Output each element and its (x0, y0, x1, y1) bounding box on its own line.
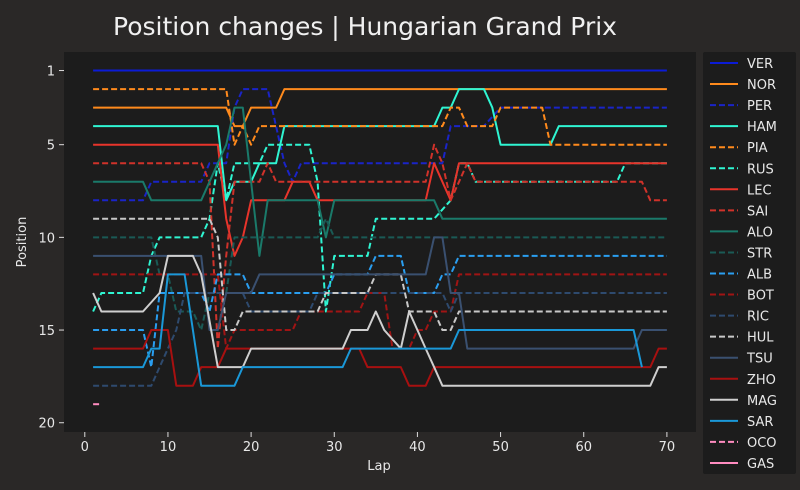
series-line-hul (93, 217, 667, 331)
series-line-alo (93, 106, 667, 257)
legend-label-tsu: TSU (746, 352, 773, 367)
x-tick-label: 10 (160, 440, 177, 455)
series-line-alb (93, 254, 667, 369)
legend-label-gas: GAS (747, 457, 774, 472)
legend-label-nor: NOR (747, 78, 776, 93)
y-tick-label: 10 (38, 231, 55, 246)
y-tick-label: 5 (47, 139, 55, 154)
legend-label-oco: OCO (747, 436, 777, 451)
y-tick-label: 1 (47, 65, 55, 80)
legend-label-alo: ALO (747, 225, 773, 240)
y-tick-label: 20 (38, 417, 55, 432)
legend-label-ric: RIC (747, 310, 769, 325)
x-tick-label: 40 (409, 440, 426, 455)
x-tick-label: 60 (575, 440, 592, 455)
legend-label-bot: BOT (747, 289, 774, 304)
legend-label-alb: ALB (747, 268, 772, 283)
legend-label-hul: HUL (747, 331, 774, 346)
x-axis-ticks: 0 10 20 30 40 50 60 70 (81, 432, 676, 455)
legend-label-ver: VER (747, 57, 773, 72)
series-line-tsu (93, 236, 667, 350)
series-line-sai (93, 143, 667, 350)
x-tick-label: 30 (326, 440, 343, 455)
legend-label-pia: PIA (747, 141, 768, 156)
legend-label-lec: LEC (747, 183, 772, 198)
legend-label-zho: ZHO (747, 373, 776, 388)
y-axis-label: Position (15, 217, 30, 268)
x-axis-label: Lap (367, 459, 390, 474)
plot-area (64, 52, 696, 432)
series-line-ham (93, 88, 667, 202)
legend-label-str: STR (747, 246, 772, 261)
legend-label-sai: SAI (747, 204, 768, 219)
x-tick-label: 70 (659, 440, 676, 455)
chart-title: Position changes | Hungarian Grand Prix (113, 12, 617, 41)
x-tick-label: 0 (81, 440, 89, 455)
legend-label-ham: HAM (747, 120, 777, 135)
legend-label-mag: MAG (747, 394, 777, 409)
series-line-nor (93, 88, 667, 128)
series-line-pia (93, 88, 667, 146)
series-layer (92, 69, 667, 406)
series-line-ric (93, 292, 667, 387)
series-line-mag (92, 254, 667, 387)
legend-label-rus: RUS (747, 162, 774, 177)
legend-label-sar: SAR (747, 415, 773, 430)
y-tick-label: 15 (38, 324, 55, 339)
series-line-str (93, 217, 667, 331)
legend-label-per: PER (747, 99, 772, 114)
series-line-sar (93, 273, 643, 387)
x-tick-label: 20 (243, 440, 260, 455)
series-line-per (93, 88, 667, 202)
legend-box (703, 52, 796, 474)
legend: VER NOR PER HAM PIA RUS LEC SAI ALO STR ALB BOT RIC H… (710, 57, 777, 472)
x-tick-label: 50 (492, 440, 509, 455)
series-line-bot (93, 273, 667, 350)
